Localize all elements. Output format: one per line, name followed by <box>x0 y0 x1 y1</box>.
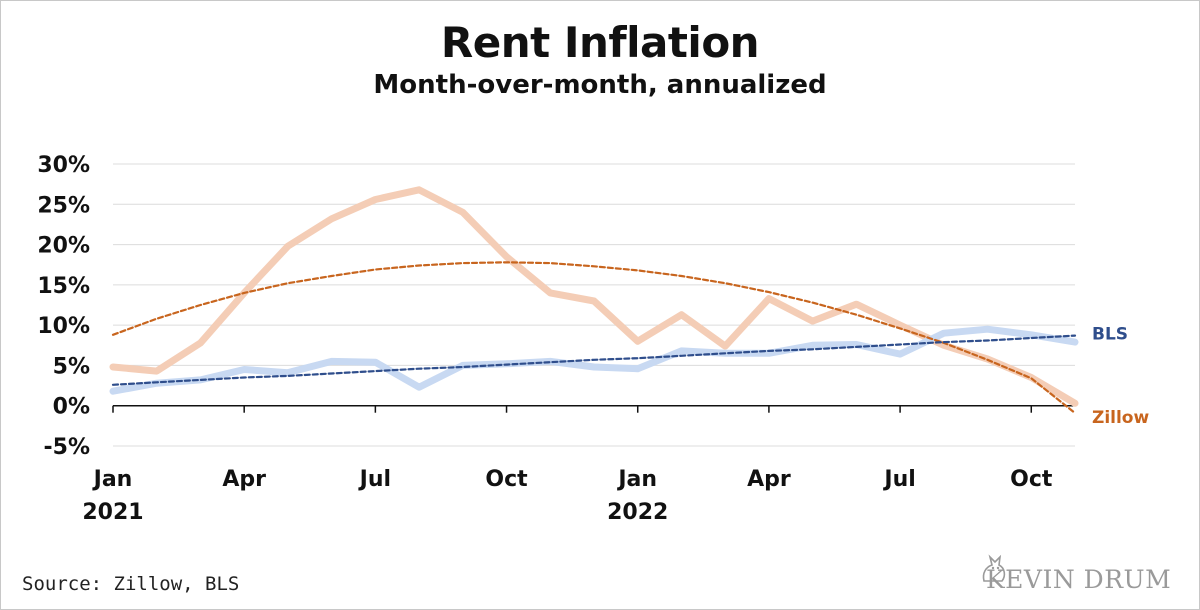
bls-series-label: BLS <box>1092 325 1128 345</box>
y-tick-label: 5% <box>53 354 90 379</box>
y-tick-label: 25% <box>37 193 90 218</box>
y-tick-label: -5% <box>44 435 90 460</box>
chart-title: Rent Inflation <box>440 18 760 67</box>
cat-logo-icon <box>982 554 1006 582</box>
y-tick-label: 30% <box>37 153 90 178</box>
brand-logo: KEVIN DRUM <box>986 565 1172 594</box>
y-tick-label: 15% <box>37 274 90 299</box>
x-tick-label: Oct <box>1010 467 1053 492</box>
y-tick-label: 0% <box>53 395 90 420</box>
y-tick-label: 20% <box>37 234 90 259</box>
zillow-series-label: Zillow <box>1092 408 1149 428</box>
x-tick-label: Jul <box>882 467 915 492</box>
zillow-series-line <box>109 186 1079 407</box>
bls-series-line <box>109 325 1079 395</box>
chart-subtitle: Month-over-month, annualized <box>373 70 827 100</box>
bls-trend-line <box>111 334 1077 386</box>
x-tick-label: Apr <box>747 467 791 492</box>
source-note: Source: Zillow, BLS <box>22 573 240 595</box>
x-tick-label: Jul <box>358 467 391 492</box>
x-tick-label: Oct <box>485 467 528 492</box>
x-tick-year-label: 2021 <box>82 500 143 525</box>
x-tick-label: Jan <box>92 467 133 492</box>
zillow-trend-line <box>111 261 1077 415</box>
x-tick-label: Jan <box>616 467 657 492</box>
x-tick-year-label: 2022 <box>607 500 668 525</box>
x-tick-label: Apr <box>222 467 266 492</box>
y-tick-label: 10% <box>37 314 90 339</box>
